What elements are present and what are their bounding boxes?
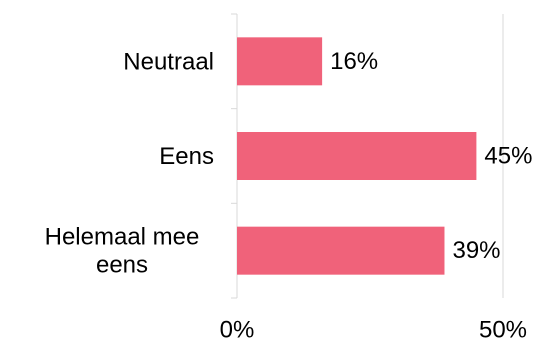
category-label-1: Eens — [159, 143, 214, 170]
label-layer: Neutraal 16% Eens 45% Helemaal mee eens 39% 0% 5… — [45, 48, 533, 344]
bar-2 — [237, 226, 445, 275]
category-label-2: Helemaal mee eens — [45, 223, 200, 278]
data-label-0: 16% — [330, 48, 378, 75]
bar-1 — [237, 132, 477, 180]
x-tick-label-1: 50% — [479, 317, 527, 344]
data-label-1: 45% — [484, 143, 532, 170]
axis-layer — [231, 13, 238, 299]
category-label-line: eens — [96, 251, 148, 278]
category-label-line: Helemaal mee — [45, 223, 200, 250]
category-label-0: Neutraal — [123, 48, 214, 75]
bar-layer — [237, 37, 477, 275]
category-label-line: Neutraal — [123, 48, 214, 75]
data-label-2: 39% — [452, 237, 500, 264]
bar-0 — [237, 37, 323, 86]
category-label-line: Eens — [159, 143, 214, 170]
x-tick-label-0: 0% — [220, 317, 255, 344]
